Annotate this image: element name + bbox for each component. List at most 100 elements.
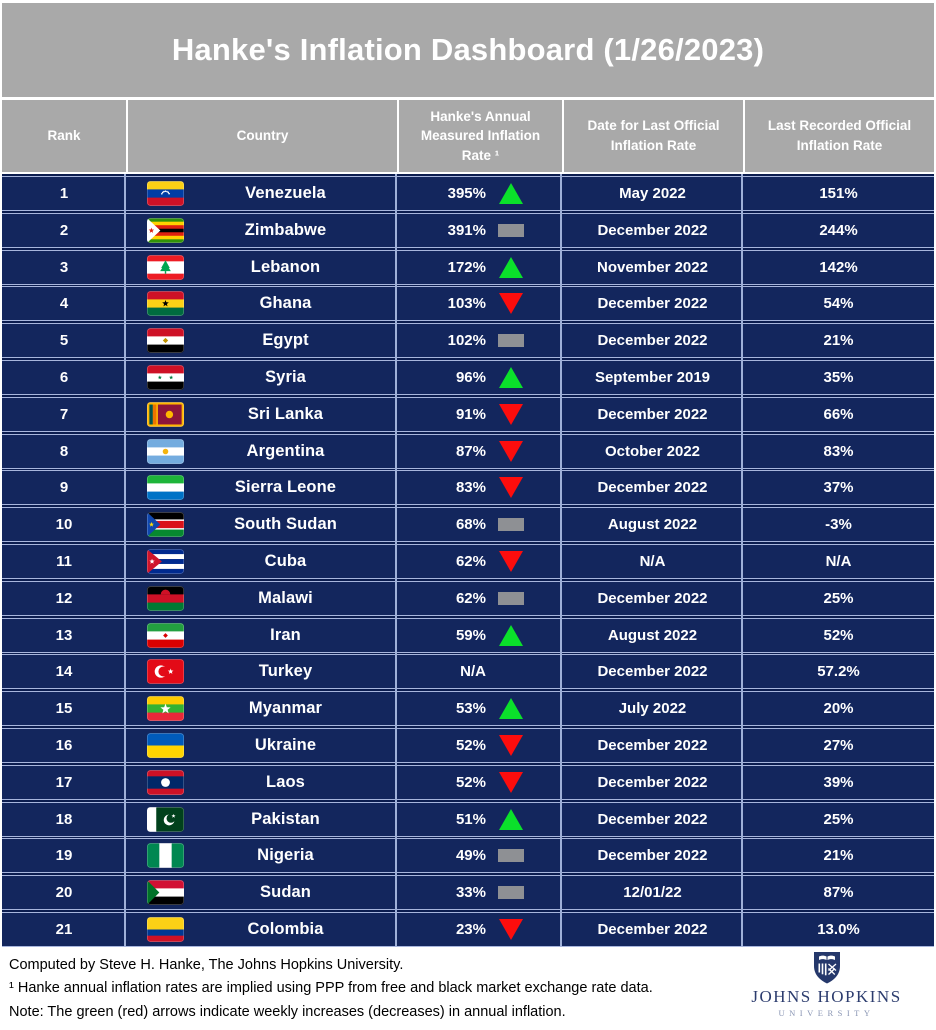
hanke-rate-value: 23% xyxy=(455,920,486,938)
country-name: Laos xyxy=(266,772,305,791)
official-rate-cell: 21% xyxy=(743,324,934,357)
date-value: December 2022 xyxy=(597,295,708,313)
argentina-flag-icon xyxy=(147,438,184,464)
pakistan-flag-icon xyxy=(147,806,184,832)
hanke-rate-value: 103% xyxy=(447,295,486,313)
footnote-computed-by: Computed by Steve H. Hanke, The Johns Ho… xyxy=(9,957,404,973)
trend-up-icon xyxy=(499,808,523,830)
rank-cell: 1 xyxy=(2,177,126,210)
trend-indicator-wrap xyxy=(497,849,525,863)
rank-cell: 19 xyxy=(2,839,126,872)
trend-down-icon xyxy=(499,403,523,425)
trend-indicator-wrap xyxy=(497,698,525,720)
ghana-flag-icon xyxy=(147,291,184,317)
rank-cell: 11 xyxy=(2,545,126,578)
trend-indicator-wrap xyxy=(497,403,525,425)
country-cell: Ukraine xyxy=(126,729,397,762)
country-cell: Nigeria xyxy=(126,839,397,872)
date-cell: July 2022 xyxy=(562,692,743,725)
table-row: 18 Pakistan 51% December 2022 25% xyxy=(2,801,934,837)
rank-cell: 2 xyxy=(2,214,126,247)
trend-indicator-wrap xyxy=(497,366,525,388)
rank-cell: 6 xyxy=(2,361,126,394)
table-row: 6 Syria 96% September 2019 35% xyxy=(2,359,934,395)
trend-indicator-wrap xyxy=(497,293,525,315)
hanke-rate-value: 59% xyxy=(455,626,486,644)
trend-up-icon xyxy=(499,698,523,720)
iran-flag-icon xyxy=(147,622,184,648)
hanke-rate-value: N/A xyxy=(460,663,486,681)
trend-indicator-wrap xyxy=(497,886,525,900)
trend-flat-icon xyxy=(498,886,524,900)
date-value: August 2022 xyxy=(607,626,698,644)
rank-cell: 20 xyxy=(2,876,126,909)
date-value: November 2022 xyxy=(597,258,708,276)
hanke-rate-value: 68% xyxy=(455,516,486,534)
hanke-rate-value: 52% xyxy=(455,773,486,791)
zimbabwe-flag-icon xyxy=(147,217,184,243)
rank-value: 7 xyxy=(59,405,69,423)
trend-down-icon xyxy=(499,477,523,499)
rank-cell: 7 xyxy=(2,398,126,431)
official-rate-cell: 87% xyxy=(743,876,934,909)
hanke-rate-value: 33% xyxy=(455,884,486,902)
table-row: 11 Cuba 62% N/A N/A xyxy=(2,543,934,579)
column-header-date: Date for Last Official Inflation Rate xyxy=(562,100,743,172)
nigeria-flag-icon xyxy=(147,843,184,869)
date-cell: December 2022 xyxy=(562,729,743,762)
country-cell: Ghana xyxy=(126,287,397,320)
official-rate-cell: 20% xyxy=(743,692,934,725)
date-value: December 2022 xyxy=(597,847,708,865)
hanke-rate-cell: 23% xyxy=(397,913,562,946)
date-value: December 2022 xyxy=(597,663,708,681)
page-title: Hanke's Inflation Dashboard (1/26/2023) xyxy=(171,32,765,67)
footnote-arrows: Note: The green (red) arrows indicate we… xyxy=(9,1003,566,1020)
rank-value: 21 xyxy=(55,920,73,938)
date-cell: December 2022 xyxy=(562,471,743,504)
date-cell: December 2022 xyxy=(562,766,743,799)
trend-up-icon xyxy=(499,624,523,646)
official-rate-value: 25% xyxy=(823,589,854,607)
hanke-rate-cell: 102% xyxy=(397,324,562,357)
official-rate-cell: 37% xyxy=(743,471,934,504)
date-value: December 2022 xyxy=(597,736,708,754)
rank-cell: 13 xyxy=(2,619,126,652)
trend-indicator-wrap xyxy=(497,591,525,605)
trend-flat-icon xyxy=(498,334,524,348)
official-rate-value: 57.2% xyxy=(817,663,860,681)
country-cell: Sri Lanka xyxy=(126,398,397,431)
official-rate-cell: 57.2% xyxy=(743,655,934,688)
country-cell: Sierra Leone xyxy=(126,471,397,504)
laos-flag-icon xyxy=(147,769,184,795)
country-cell: Myanmar xyxy=(126,692,397,725)
johns-hopkins-logo: JOHNS HOPKINS UNIVERSITY xyxy=(719,946,934,1018)
country-name: Argentina xyxy=(246,441,325,460)
rank-value: 19 xyxy=(55,847,73,865)
malawi-flag-icon xyxy=(147,585,184,611)
table-row: 21 Colombia 23% December 2022 13.0% xyxy=(2,911,934,947)
country-cell: Sudan xyxy=(126,876,397,909)
official-rate-cell: -3% xyxy=(743,508,934,541)
official-rate-value: -3% xyxy=(825,516,852,534)
rank-cell: 15 xyxy=(2,692,126,725)
table-header-row: Rank Country Hanke's Annual Measured Inf… xyxy=(2,97,934,174)
hanke-rate-cell: 53% xyxy=(397,692,562,725)
table-row: 17 Laos 52% December 2022 39% xyxy=(2,764,934,800)
column-header-official-rate: Last Recorded Official Inflation Rate xyxy=(743,100,934,172)
hanke-rate-cell: 33% xyxy=(397,876,562,909)
official-rate-cell: 35% xyxy=(743,361,934,394)
table-row: 4 Ghana 103% December 2022 54% xyxy=(2,286,934,322)
date-value: August 2022 xyxy=(607,516,698,534)
hanke-rate-value: 62% xyxy=(455,589,486,607)
official-rate-value: 39% xyxy=(823,773,854,791)
hanke-rate-cell: 52% xyxy=(397,766,562,799)
rank-value: 6 xyxy=(59,368,69,386)
official-rate-cell: 83% xyxy=(743,435,934,468)
date-cell: December 2022 xyxy=(562,839,743,872)
title-band: Hanke's Inflation Dashboard (1/26/2023) xyxy=(2,3,934,97)
trend-indicator-wrap xyxy=(497,671,525,672)
table-row: 16 Ukraine 52% December 2022 27% xyxy=(2,727,934,763)
trend-up-icon xyxy=(499,366,523,388)
column-header-hanke-rate: Hanke's Annual Measured Inflation Rate ¹ xyxy=(397,100,562,172)
table-row: 7 Sri Lanka 91% December 2022 66% xyxy=(2,396,934,432)
